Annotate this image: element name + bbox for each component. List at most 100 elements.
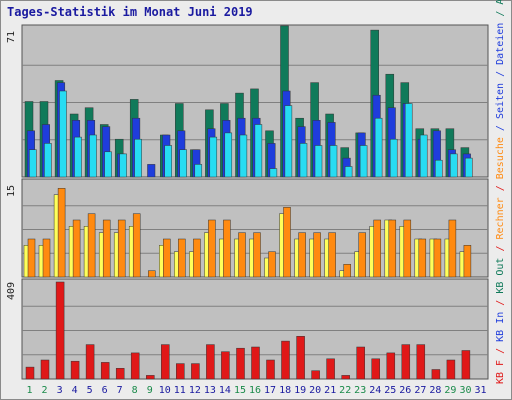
bar-kb-f-day-26 bbox=[401, 344, 411, 380]
bar-kb-f-day-4 bbox=[70, 360, 80, 380]
day-label-31: 31 bbox=[474, 385, 486, 396]
bar-besuche-day-15 bbox=[238, 232, 246, 278]
day-label-14: 14 bbox=[219, 385, 231, 396]
y-max-label: 15 bbox=[6, 185, 17, 197]
bar-besuche-day-3 bbox=[57, 188, 66, 278]
bar-besuche-day-27 bbox=[418, 238, 427, 278]
day-label-18: 18 bbox=[279, 385, 291, 396]
bar-seiten-day-28 bbox=[435, 159, 443, 178]
bar-besuche-day-17 bbox=[268, 251, 276, 278]
bar-seiten-day-18 bbox=[284, 105, 293, 178]
bar-besuche-day-21 bbox=[328, 232, 336, 278]
bar-seiten-day-26 bbox=[404, 103, 413, 178]
bar-dateien-day-9 bbox=[147, 164, 156, 178]
day-label-28: 28 bbox=[429, 385, 441, 396]
bar-seiten-day-2 bbox=[44, 143, 52, 178]
legend-entry: / bbox=[495, 5, 506, 23]
bar-kb-f-day-1 bbox=[25, 366, 35, 380]
bar-besuche-day-16 bbox=[253, 232, 261, 278]
day-label-8: 8 bbox=[132, 385, 138, 396]
day-label-25: 25 bbox=[384, 385, 396, 396]
bar-seiten-day-15 bbox=[239, 134, 248, 178]
bar-seiten-day-25 bbox=[389, 138, 398, 178]
legend-entry: / bbox=[495, 119, 506, 137]
bar-seiten-day-24 bbox=[374, 117, 383, 178]
day-label-13: 13 bbox=[204, 385, 216, 396]
day-label-10: 10 bbox=[159, 385, 171, 396]
bar-seiten-day-6 bbox=[104, 151, 112, 178]
bar-seiten-day-16 bbox=[254, 124, 263, 178]
bar-kb-f-day-5 bbox=[85, 344, 95, 380]
bar-besuche-day-10 bbox=[163, 238, 171, 278]
day-label-15: 15 bbox=[234, 385, 246, 396]
bar-kb-f-day-6 bbox=[100, 362, 110, 380]
bar-besuche-day-6 bbox=[102, 219, 111, 278]
legend-entry: / bbox=[495, 65, 506, 83]
bar-seiten-day-23 bbox=[359, 145, 368, 178]
bar-besuche-day-29 bbox=[448, 219, 457, 278]
day-label-20: 20 bbox=[309, 385, 321, 396]
legend-entry: Besuche bbox=[495, 137, 506, 179]
bar-seiten-day-14 bbox=[224, 132, 233, 178]
bar-besuche-day-11 bbox=[178, 238, 186, 278]
bar-kb-f-day-2 bbox=[40, 359, 50, 380]
day-label-19: 19 bbox=[294, 385, 306, 396]
day-label-29: 29 bbox=[444, 385, 456, 396]
legend-entry: Anfragen bbox=[495, 0, 506, 5]
bar-kb-f-day-29 bbox=[446, 359, 456, 380]
day-label-12: 12 bbox=[189, 385, 201, 396]
bar-kb-f-day-15 bbox=[236, 347, 245, 380]
bar-besuche-day-9 bbox=[148, 270, 156, 278]
bar-seiten-day-17 bbox=[269, 168, 278, 178]
bar-kb-f-day-18 bbox=[281, 340, 290, 380]
day-label-4: 4 bbox=[72, 385, 78, 396]
bar-kb-f-day-3 bbox=[55, 281, 65, 380]
bar-seiten-day-13 bbox=[209, 136, 218, 178]
bar-besuche-day-5 bbox=[87, 213, 96, 278]
bar-kb-f-day-17 bbox=[266, 359, 275, 380]
bar-besuche-day-19 bbox=[298, 232, 306, 278]
day-label-7: 7 bbox=[117, 385, 123, 396]
bar-besuche-day-13 bbox=[208, 219, 216, 278]
bar-seiten-day-11 bbox=[179, 149, 187, 178]
bar-seiten-day-22 bbox=[344, 166, 353, 178]
bar-besuche-day-28 bbox=[433, 238, 442, 278]
day-label-6: 6 bbox=[102, 385, 108, 396]
bar-kb-f-day-25 bbox=[386, 352, 396, 380]
bar-kb-f-day-19 bbox=[296, 336, 305, 380]
bar-kb-f-day-11 bbox=[176, 363, 185, 380]
day-label-27: 27 bbox=[414, 385, 426, 396]
bar-besuche-day-14 bbox=[223, 219, 231, 278]
bar-kb-f-day-16 bbox=[251, 346, 260, 380]
bar-kb-f-day-28 bbox=[431, 369, 441, 380]
y-max-label: 71 bbox=[6, 31, 17, 43]
bar-besuche-day-24 bbox=[373, 219, 381, 278]
bar-besuche-day-4 bbox=[72, 219, 81, 278]
bar-besuche-day-26 bbox=[403, 219, 412, 278]
day-label-26: 26 bbox=[399, 385, 411, 396]
bar-kb-f-day-8 bbox=[130, 352, 140, 380]
bar-kb-f-day-24 bbox=[371, 358, 380, 380]
day-label-2: 2 bbox=[41, 385, 47, 396]
legend-entry: / bbox=[495, 342, 506, 360]
bar-besuche-day-25 bbox=[388, 219, 397, 278]
bar-kb-f-day-21 bbox=[326, 358, 335, 380]
bar-seiten-day-27 bbox=[419, 134, 428, 178]
bar-kb-f-day-7 bbox=[115, 368, 125, 380]
bar-besuche-day-2 bbox=[42, 238, 51, 278]
bar-seiten-day-7 bbox=[119, 153, 127, 178]
bar-kb-f-day-27 bbox=[416, 344, 426, 380]
bar-besuche-day-8 bbox=[132, 213, 141, 278]
bar-seiten-day-5 bbox=[89, 134, 97, 178]
bar-kb-f-day-30 bbox=[461, 350, 471, 380]
bar-kb-f-day-10 bbox=[161, 344, 170, 380]
day-label-1: 1 bbox=[26, 385, 32, 396]
day-label-16: 16 bbox=[249, 385, 261, 396]
bar-besuche-day-7 bbox=[117, 219, 126, 278]
legend-entry: / bbox=[495, 179, 506, 197]
series-legend: KB F / KB In / KB Out / Rechner / Besuch… bbox=[495, 0, 506, 384]
bar-besuche-day-23 bbox=[358, 232, 366, 278]
bar-seiten-day-20 bbox=[314, 145, 323, 178]
bar-seiten-day-30 bbox=[465, 157, 473, 178]
